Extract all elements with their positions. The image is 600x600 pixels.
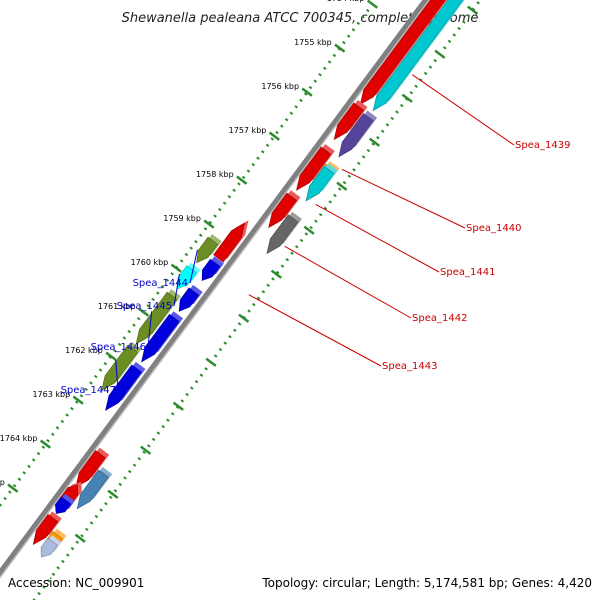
- tick-label: 1762 kbp: [65, 346, 103, 355]
- major-tick: [368, 137, 381, 147]
- backbone-layer: [0, 0, 431, 579]
- gene-arrow[interactable]: [372, 0, 464, 112]
- major-tick: [270, 269, 282, 279]
- tick-label: 1759 kbp: [163, 214, 201, 223]
- major-tick: [467, 5, 479, 15]
- gene-label-leader: [315, 204, 440, 273]
- gene-arrow[interactable]: [32, 513, 59, 545]
- gene-label[interactable]: Spea_1445: [117, 301, 172, 312]
- map-title: Shewanella pealeana ATCC 700345, complet…: [122, 11, 479, 26]
- gene-arrow[interactable]: [196, 236, 219, 264]
- gene-label-leader: [248, 294, 382, 367]
- genome-backbone-highlight: [0, 0, 431, 579]
- gene-arrow[interactable]: [359, 0, 453, 105]
- gene-arrow[interactable]: [76, 469, 109, 510]
- summary-text: Topology: circular; Length: 5,174,581 bp…: [261, 576, 592, 590]
- major-tick: [74, 533, 86, 543]
- gene-arrow[interactable]: [201, 258, 221, 281]
- major-tick: [205, 357, 217, 367]
- gene-label-leader: [411, 74, 515, 146]
- major-tick: [140, 445, 152, 455]
- gene-arrow[interactable]: [105, 364, 142, 411]
- gene-label[interactable]: Spea_1440: [466, 223, 521, 234]
- tick-label: 1765 kbp: [0, 478, 5, 487]
- gene-label[interactable]: Spea_1444: [133, 278, 188, 289]
- gene-arrow[interactable]: [333, 102, 364, 141]
- tick-label: 1758 kbp: [196, 170, 234, 179]
- gene-label[interactable]: Spea_1439: [515, 140, 570, 151]
- tick-label: 1761 kbp: [98, 302, 136, 311]
- major-tick: [336, 181, 348, 191]
- gene-label-leader: [115, 359, 119, 391]
- major-tick: [107, 489, 119, 499]
- major-tick: [434, 49, 446, 59]
- gene-label[interactable]: Spea_1443: [382, 361, 437, 372]
- genome-backbone: [0, 0, 429, 577]
- major-tick: [268, 131, 280, 141]
- tick-label: 1757 kbp: [229, 126, 267, 135]
- gene-arrow[interactable]: [178, 287, 200, 312]
- tick-label: 1755 kbp: [294, 38, 332, 47]
- gene-label-layer: Spea_1439 Spea_1440 Spea_1441 Spea_1442 Spea…: [61, 74, 570, 396]
- gene-label-leader: [189, 249, 198, 284]
- gene-arrow[interactable]: [40, 537, 58, 558]
- tick-label: 1756 kbp: [261, 82, 299, 91]
- gene-arrow[interactable]: [268, 192, 297, 229]
- major-tick: [170, 263, 182, 273]
- major-tick: [236, 175, 248, 185]
- major-tick: [301, 87, 313, 97]
- major-tick: [303, 225, 315, 235]
- major-tick: [138, 307, 150, 317]
- major-tick: [72, 395, 84, 405]
- major-tick: [7, 483, 19, 493]
- accession-text: Accession: NC_009901: [8, 576, 144, 590]
- major-tick: [334, 43, 346, 53]
- gene-arrow[interactable]: [338, 113, 374, 158]
- major-tick: [203, 219, 215, 229]
- major-tick: [366, 0, 379, 9]
- gene-layer: [32, 0, 465, 558]
- major-tick: [238, 313, 250, 323]
- gene-arrow[interactable]: [213, 222, 245, 263]
- tick-label: 1760 kbp: [131, 258, 169, 267]
- gene-label-leader: [173, 273, 180, 307]
- tick-label: 1764 kbp: [0, 434, 37, 443]
- gene-label[interactable]: Spea_1441: [440, 267, 495, 278]
- gene-label[interactable]: Spea_1446: [91, 342, 146, 353]
- gene-label[interactable]: Spea_1442: [412, 313, 467, 324]
- major-tick: [105, 351, 117, 361]
- gene-arrow[interactable]: [305, 165, 335, 202]
- major-tick: [39, 439, 52, 449]
- gene-label-leader: [147, 311, 153, 348]
- major-tick: [172, 401, 184, 411]
- gene-arrow[interactable]: [101, 344, 139, 391]
- gene-label[interactable]: Spea_1447: [61, 385, 116, 396]
- gene-arrow[interactable]: [296, 146, 332, 191]
- tick-label: 1754 kbp: [327, 0, 365, 3]
- gene-arrow[interactable]: [75, 450, 106, 488]
- gene-label-leader: [284, 245, 412, 319]
- tick-label: 1763 kbp: [32, 390, 70, 399]
- gene-label-leader: [341, 168, 466, 229]
- gene-arrow[interactable]: [266, 214, 299, 255]
- major-tick: [401, 93, 413, 103]
- gene-arrow[interactable]: [54, 496, 72, 514]
